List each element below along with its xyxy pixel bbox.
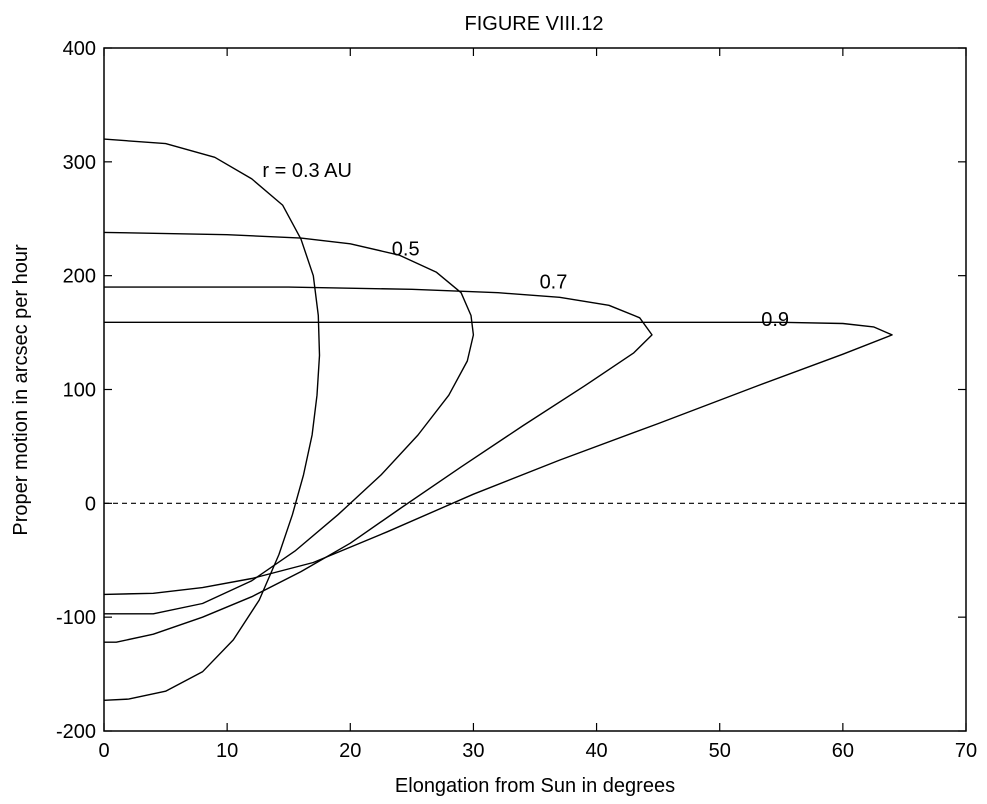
series-label-group: r = 0.3 AU 0.5 0.7 0.9 <box>262 160 789 331</box>
x-tick-label: 50 <box>709 740 731 762</box>
series-line-3 <box>104 286 653 643</box>
series-label-1: r = 0.3 AU <box>262 160 352 182</box>
x-tick-label: 20 <box>339 740 361 762</box>
x-tick-label: 40 <box>585 740 607 762</box>
series-line-1 <box>103 138 321 701</box>
tick-group: 0 10 20 30 40 50 60 70 -200 -100 0 100 200 300 400 <box>56 38 977 762</box>
chart-title: FIGURE VIII.12 <box>465 13 604 35</box>
series-group <box>103 138 893 701</box>
y-tick-label: -200 <box>56 721 96 743</box>
x-tick-label: 70 <box>955 740 977 762</box>
x-tick-label: 60 <box>832 740 854 762</box>
series-line-2 <box>103 231 475 615</box>
x-axis-label: Elongation from Sun in degrees <box>395 775 675 797</box>
y-tick-label: 400 <box>63 38 96 60</box>
y-tick-label: 300 <box>63 152 96 174</box>
y-tick-label: 200 <box>63 266 96 288</box>
series-line-4 <box>103 321 893 596</box>
y-tick-label: 100 <box>63 380 96 402</box>
series-label-2: 0.5 <box>392 238 420 260</box>
x-tick-label: 30 <box>462 740 484 762</box>
y-tick-label: 0 <box>85 493 96 515</box>
series-label-4: 0.9 <box>761 309 789 331</box>
plot-area <box>103 47 967 732</box>
y-axis-label: Proper motion in arcsec per hour <box>10 244 32 536</box>
y-tick-label: -100 <box>56 607 96 629</box>
x-tick-label: 0 <box>98 740 109 762</box>
series-label-3: 0.7 <box>540 271 568 293</box>
x-tick-label: 10 <box>216 740 238 762</box>
